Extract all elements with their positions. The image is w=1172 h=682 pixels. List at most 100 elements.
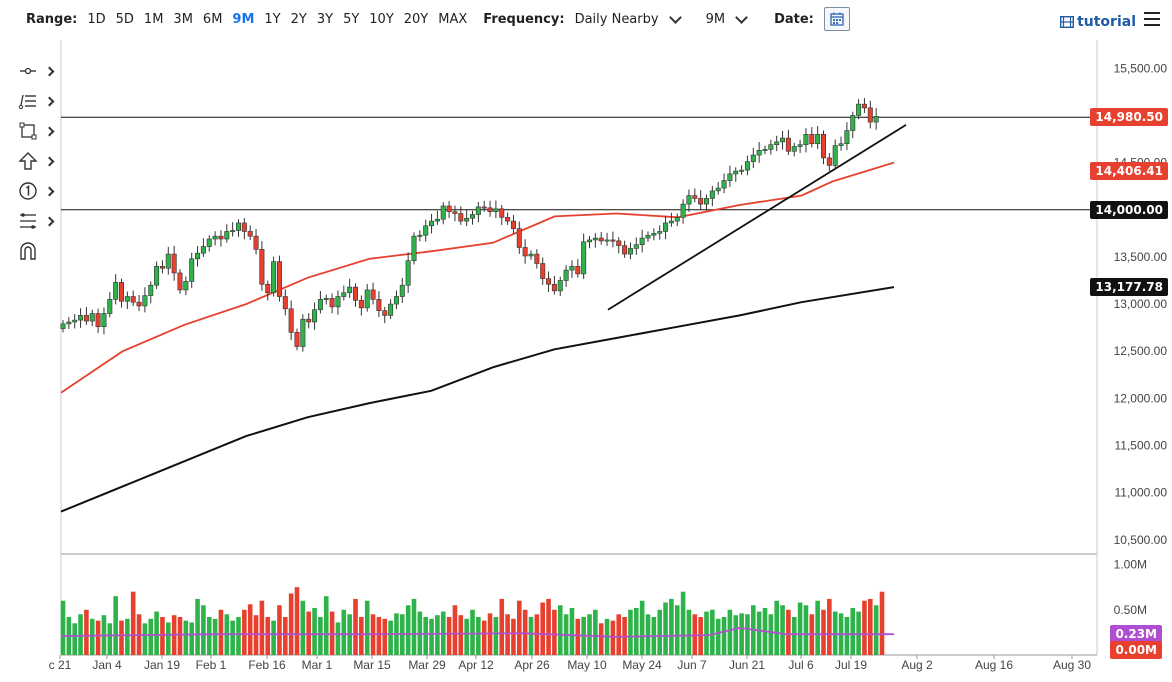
candle-down <box>622 245 628 255</box>
candle-up <box>388 303 394 316</box>
range-1y[interactable]: 1Y <box>264 11 281 27</box>
candle-up <box>651 233 657 236</box>
range-1m[interactable]: 1M <box>143 11 164 27</box>
range-max[interactable]: MAX <box>438 11 468 27</box>
candle-up <box>592 237 598 241</box>
volume-bar <box>511 618 516 655</box>
candle-up <box>627 248 633 255</box>
volume-bar <box>429 618 434 655</box>
line-tool[interactable] <box>18 56 58 86</box>
y-tick-label: 13,500.00 <box>1114 250 1168 264</box>
list-tool[interactable] <box>18 86 58 116</box>
candle-down <box>329 298 335 308</box>
frequency-select[interactable]: Daily Nearby <box>575 10 682 27</box>
candle-up <box>469 214 475 219</box>
range-10y[interactable]: 10Y <box>369 11 394 27</box>
candle-down <box>382 310 388 316</box>
candle-down <box>867 107 873 123</box>
volume-bar <box>827 598 832 655</box>
x-tick-label: Jul 6 <box>788 658 814 672</box>
candle-up <box>206 238 212 247</box>
volume-bar <box>674 605 680 655</box>
arrow-tool[interactable] <box>18 146 58 176</box>
volume-bar <box>745 614 750 655</box>
candle-up <box>791 146 797 152</box>
volume-bar <box>405 605 411 655</box>
volume-bar <box>733 615 739 655</box>
candle-down <box>481 206 487 209</box>
candle-down <box>598 237 604 242</box>
x-tick-label: Mar 29 <box>408 658 446 672</box>
volume-bar <box>791 617 797 655</box>
candle-up <box>200 246 206 254</box>
rectangle-tool-icon <box>19 122 37 140</box>
candle-up <box>815 134 821 145</box>
volume-bar <box>329 611 335 655</box>
volume-bar <box>277 605 282 655</box>
chart-area[interactable]: 15,500.0015,000.0014,500.0014,000.0013,5… <box>0 38 1172 682</box>
volume-bar <box>154 611 159 655</box>
range-5d[interactable]: 5D <box>115 11 134 27</box>
volume-bar <box>318 617 323 655</box>
candle-up <box>645 234 651 239</box>
menu-icon[interactable] <box>1144 12 1160 26</box>
volume-bar <box>60 600 66 655</box>
range-1d[interactable]: 1D <box>87 11 106 27</box>
range-3m[interactable]: 3M <box>173 11 193 27</box>
x-tick-label: Feb 16 <box>248 658 286 672</box>
candle-up <box>317 299 323 311</box>
range-20y[interactable]: 20Y <box>403 11 429 27</box>
candle-up <box>803 134 809 145</box>
x-tick-label: Mar 1 <box>302 658 333 672</box>
volume-bar <box>557 605 563 655</box>
volume-bar <box>540 602 545 655</box>
candle-down <box>294 332 300 347</box>
candle-up <box>72 319 78 323</box>
range-6m[interactable]: 6M <box>202 11 223 27</box>
magnet-tool[interactable] <box>18 236 58 266</box>
candle-down <box>861 103 867 109</box>
candle-down <box>458 213 464 222</box>
x-tick-label: May 10 <box>567 658 607 672</box>
candle-up <box>423 225 429 236</box>
candle-down <box>177 272 183 291</box>
volume-bar <box>704 611 709 655</box>
calendar-button[interactable] <box>823 7 850 31</box>
calendar-icon <box>830 12 844 26</box>
rectangle-tool[interactable] <box>18 116 58 146</box>
volume-bar <box>786 609 791 655</box>
number-marker-tool[interactable] <box>18 176 58 206</box>
candle-down <box>259 249 265 285</box>
candle-up <box>774 141 780 145</box>
volume-bar <box>669 598 674 655</box>
candle-up <box>744 161 750 171</box>
x-tick-label: Mar 15 <box>353 658 391 672</box>
x-tick-label: Jul 19 <box>835 658 867 672</box>
fib-tool[interactable] <box>18 206 58 236</box>
candle-up <box>563 269 569 281</box>
candle-down <box>540 263 546 279</box>
x-tick-label: Jan 19 <box>144 658 180 672</box>
candle-up <box>364 289 370 309</box>
candle-down <box>265 283 271 294</box>
candle-up <box>686 195 692 205</box>
y-tick-label: 11,000.00 <box>1115 486 1168 500</box>
range-2y[interactable]: 2Y <box>290 11 307 27</box>
range-9m[interactable]: 9M <box>232 11 255 27</box>
volume-average-line <box>60 626 894 638</box>
range-5y[interactable]: 5Y <box>343 11 360 27</box>
volume-bar <box>598 623 604 655</box>
volume-bar <box>148 618 154 655</box>
volume-bar <box>610 620 616 655</box>
volume-bar <box>493 617 499 655</box>
y-tick-label: 15,500.00 <box>1114 61 1168 75</box>
candle-up <box>475 206 481 215</box>
volume-bar <box>481 620 487 655</box>
sma-200-line <box>60 286 895 513</box>
volume-y-tick-label: 0.50M <box>1114 603 1147 617</box>
tutorial-link[interactable]: tutorial <box>1060 14 1136 30</box>
range-3y[interactable]: 3Y <box>316 11 334 27</box>
volume-bar <box>458 615 464 655</box>
period-select[interactable]: 9M <box>706 10 748 27</box>
candle-down <box>352 286 358 301</box>
